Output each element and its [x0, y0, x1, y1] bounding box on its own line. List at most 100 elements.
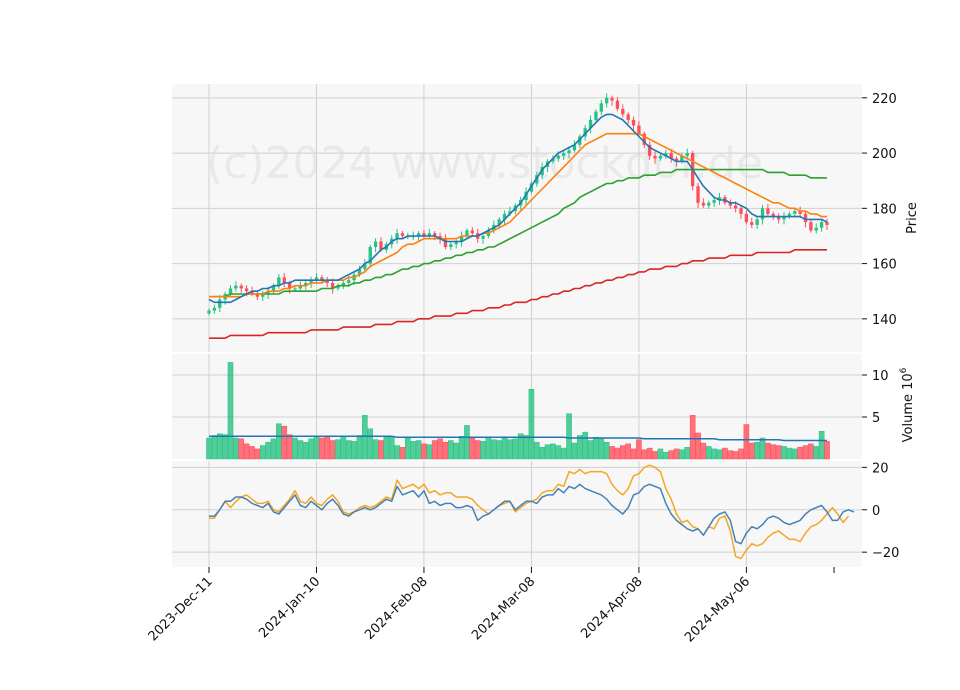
price-panel-bg [172, 84, 862, 352]
volume-bar [512, 438, 519, 460]
candle-body [664, 153, 668, 156]
candle-body [341, 282, 346, 286]
volume-axis-label-text: Volume 10 [901, 373, 916, 442]
candle-body [234, 285, 238, 289]
volume-bar [340, 436, 347, 460]
volume-bar [534, 441, 540, 460]
candle-body [739, 208, 743, 214]
candle-body [562, 153, 566, 156]
volume-bar [362, 415, 368, 460]
volume-bar [297, 440, 304, 460]
volume-series-layer [206, 362, 830, 460]
candle-body [760, 208, 765, 220]
candle-body [551, 158, 555, 162]
candle-body [282, 277, 286, 283]
volume-bar [458, 436, 465, 460]
volume-bar [507, 439, 513, 460]
volume-bar [786, 447, 793, 460]
volume-bar [684, 446, 691, 460]
volume-bar [781, 446, 787, 460]
volume-bar [442, 441, 449, 460]
volume-bar [415, 440, 422, 460]
volume-bar [759, 437, 766, 460]
candle-body [336, 285, 340, 289]
candle-body [239, 285, 243, 289]
volume-bar [560, 447, 567, 460]
y-tick-labels: 140 160 180 200 220 5 10 −20 0 20 [862, 92, 899, 561]
candle-body [271, 285, 276, 292]
candle-body [207, 310, 211, 314]
volume-bar [211, 435, 218, 460]
candle-body [454, 241, 458, 245]
volume-bar [469, 437, 476, 460]
volume-bar [566, 413, 572, 460]
volume-bar [372, 439, 379, 460]
volume-bar [614, 447, 621, 460]
volume-bar [705, 446, 712, 460]
candle-body [809, 222, 813, 231]
volume-bar [485, 436, 492, 460]
candle-body [653, 155, 657, 159]
candle-body [567, 150, 571, 154]
candle-body [696, 186, 700, 203]
volume-bar [453, 442, 460, 460]
ma-slow-line [209, 168, 827, 298]
candle-body [583, 128, 587, 137]
volume-bar [313, 436, 320, 460]
volume-bar [818, 431, 825, 460]
grid-lines [172, 84, 862, 573]
volume-bar [743, 424, 750, 460]
volume-bar [491, 439, 497, 460]
candle-body [680, 155, 684, 162]
volume-bar [630, 448, 637, 460]
volume-bar [206, 437, 212, 460]
volume-bar [308, 438, 314, 460]
volume-bar [662, 452, 669, 460]
candle-body [750, 222, 754, 225]
volume-bar [824, 441, 830, 460]
candle-body [674, 158, 679, 162]
candle-body [438, 235, 442, 239]
candle-body [701, 202, 706, 206]
volume-bar [668, 450, 674, 460]
volume-bar [233, 437, 239, 460]
volume-bar [426, 444, 433, 460]
candle-body [465, 230, 469, 236]
oscillator-tick-label: −20 [872, 546, 899, 561]
candle-body [309, 280, 313, 283]
volume-bar [571, 442, 578, 460]
candle-body [218, 299, 222, 308]
volume-bar [646, 447, 653, 460]
candle-body [631, 119, 636, 126]
candle-body [782, 216, 786, 220]
candle-body [320, 277, 324, 281]
volume-bar [448, 440, 454, 460]
volume-bar [652, 451, 658, 460]
volume-bar [802, 445, 809, 460]
candle-body [293, 288, 297, 290]
candle-body [615, 100, 620, 109]
volume-bar [748, 442, 755, 460]
candle-body [459, 235, 464, 242]
volume-bar [405, 437, 411, 460]
candle-body [508, 211, 512, 214]
price-series-layer [207, 93, 829, 339]
candle-body [605, 97, 609, 104]
volume-bar [437, 438, 443, 460]
volume-bar [464, 425, 470, 460]
volume-bar [711, 448, 717, 460]
candle-body [647, 144, 652, 156]
candle-body [449, 244, 453, 248]
candle-body [298, 285, 303, 289]
volume-bar [410, 441, 417, 460]
candle-body [325, 280, 329, 283]
volume-bar [399, 446, 406, 460]
candle-body [793, 211, 797, 214]
volume-bar [808, 443, 814, 460]
volume-bar [378, 440, 384, 460]
candle-body [728, 202, 732, 206]
x-tick-label: 2023-Dec-11 [146, 574, 216, 644]
x-tick-label: 2024-Jan-10 [256, 574, 323, 641]
candle-body [707, 202, 711, 206]
